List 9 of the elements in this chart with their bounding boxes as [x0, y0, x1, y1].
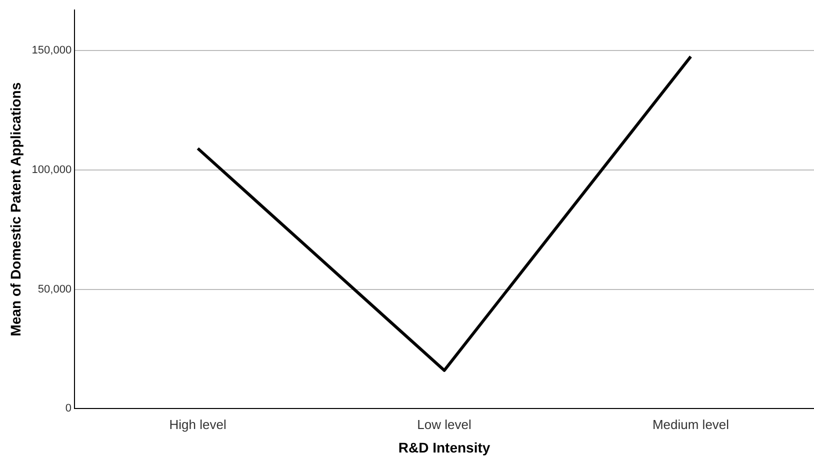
y-tick-label: 100,000: [32, 164, 72, 176]
x-tick-label: Low level: [417, 416, 472, 432]
x-tick-label: High level: [169, 416, 226, 432]
y-axis-title: Mean of Domestic Patent Applications: [7, 82, 24, 336]
y-tick-label: 150,000: [32, 44, 72, 57]
y-tick-label: 0: [65, 402, 72, 415]
x-tick-label: Medium level: [652, 416, 730, 432]
x-axis-title: R&D Intensity: [398, 439, 490, 456]
y-tick-label: 50,000: [38, 283, 72, 296]
